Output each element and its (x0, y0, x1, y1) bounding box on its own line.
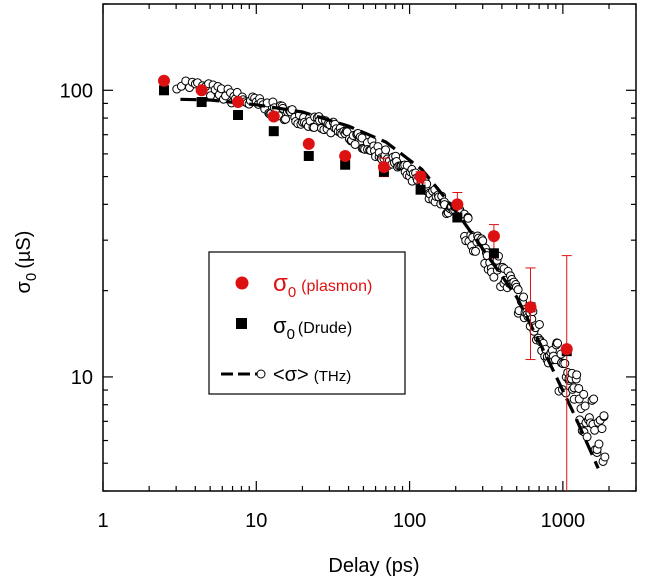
thz-point (350, 139, 360, 149)
legend-entry-drude: σ0 (Drude) (273, 313, 352, 343)
drude-point (196, 97, 207, 108)
thz-point (471, 246, 481, 256)
thz-point (594, 439, 604, 449)
plasmon-point (487, 230, 500, 243)
plasmon-point (302, 137, 315, 150)
drude-point (488, 248, 499, 259)
thz-point (589, 394, 599, 404)
thz-point (519, 292, 529, 302)
y-axis-title-symbol: σ (13, 280, 35, 293)
legend-drude-symbol: σ (273, 313, 287, 338)
thz-point (600, 452, 610, 462)
thz-dashed-curve (180, 97, 600, 469)
drude-point (268, 126, 279, 137)
plasmon-point (377, 160, 390, 173)
legend-plasmon-symbol: σ (273, 270, 288, 297)
legend-entry-thz: <σ> (THz) (273, 364, 351, 386)
thz-point (534, 319, 544, 329)
legend-thz-label: (THz) (314, 368, 352, 385)
plasmon-point (157, 74, 170, 87)
plasmon-point (414, 170, 427, 183)
drude-point (303, 150, 314, 161)
plasmon-point (339, 149, 352, 162)
drude-point (233, 109, 244, 120)
plasmon-point (560, 343, 573, 356)
legend-drude-sub: 0 (287, 326, 295, 343)
plasmon-point (232, 96, 245, 109)
drude-point (340, 159, 351, 170)
thz-point (574, 383, 584, 393)
plasmon-point (267, 110, 280, 123)
thz-point (579, 389, 589, 399)
thz-point (309, 122, 319, 132)
y-axis-title-sub: 0 (23, 273, 40, 281)
drude-point (415, 184, 426, 195)
drude-point (452, 212, 463, 223)
y-tick-label: 100 (60, 80, 93, 102)
legend-marker-drude (236, 318, 247, 329)
thz-point (489, 272, 499, 282)
legend-marker-thz-circle (256, 369, 266, 379)
x-axis-title: Delay (ps) (328, 555, 419, 577)
plot-frame (102, 3, 637, 492)
thz-point (590, 425, 600, 435)
plasmon-point (195, 84, 208, 97)
x-tick-label: 1 (97, 510, 108, 532)
thz-point (463, 213, 473, 223)
legend: σ0 (plasmon) σ0 (Drude) <σ> (THz) (208, 251, 406, 395)
y-tick-label: 10 (71, 367, 93, 389)
legend-entry-plasmon: σ0 (plasmon) (273, 270, 372, 301)
drude-point (158, 85, 169, 96)
plasmon-point (524, 301, 537, 314)
series-thz-dashed-line (180, 97, 600, 469)
x-axis-ticks: 1 10 100 1000 (97, 4, 637, 532)
thz-point (597, 424, 607, 434)
thz-point (560, 359, 570, 369)
thz-point (599, 411, 609, 421)
thz-point (513, 285, 523, 295)
thz-point (580, 401, 590, 411)
axes-frame (102, 3, 637, 492)
thz-point (381, 145, 391, 155)
legend-plasmon-sub: 0 (288, 284, 296, 301)
legend-marker-plasmon (235, 276, 249, 290)
thz-point (281, 114, 291, 124)
series-thz-open-circles (172, 76, 610, 466)
thz-point (572, 370, 582, 380)
thz-point (553, 338, 563, 348)
y-axis-title-unit: (µS) (13, 231, 35, 269)
x-tick-label: 1000 (541, 510, 586, 532)
series-plasmon-circles (157, 74, 573, 356)
x-tick-label: 100 (393, 510, 426, 532)
legend-plasmon-label: (plasmon) (301, 278, 372, 295)
x-tick-label: 10 (245, 510, 267, 532)
y-axis-title: σ0 (µS) (13, 231, 40, 294)
legend-thz-symbol: <σ> (273, 364, 309, 386)
legend-drude-label: (Drude) (298, 320, 352, 337)
y-axis-ticks: 10 100 (60, 3, 636, 492)
plasmon-point (451, 198, 464, 211)
